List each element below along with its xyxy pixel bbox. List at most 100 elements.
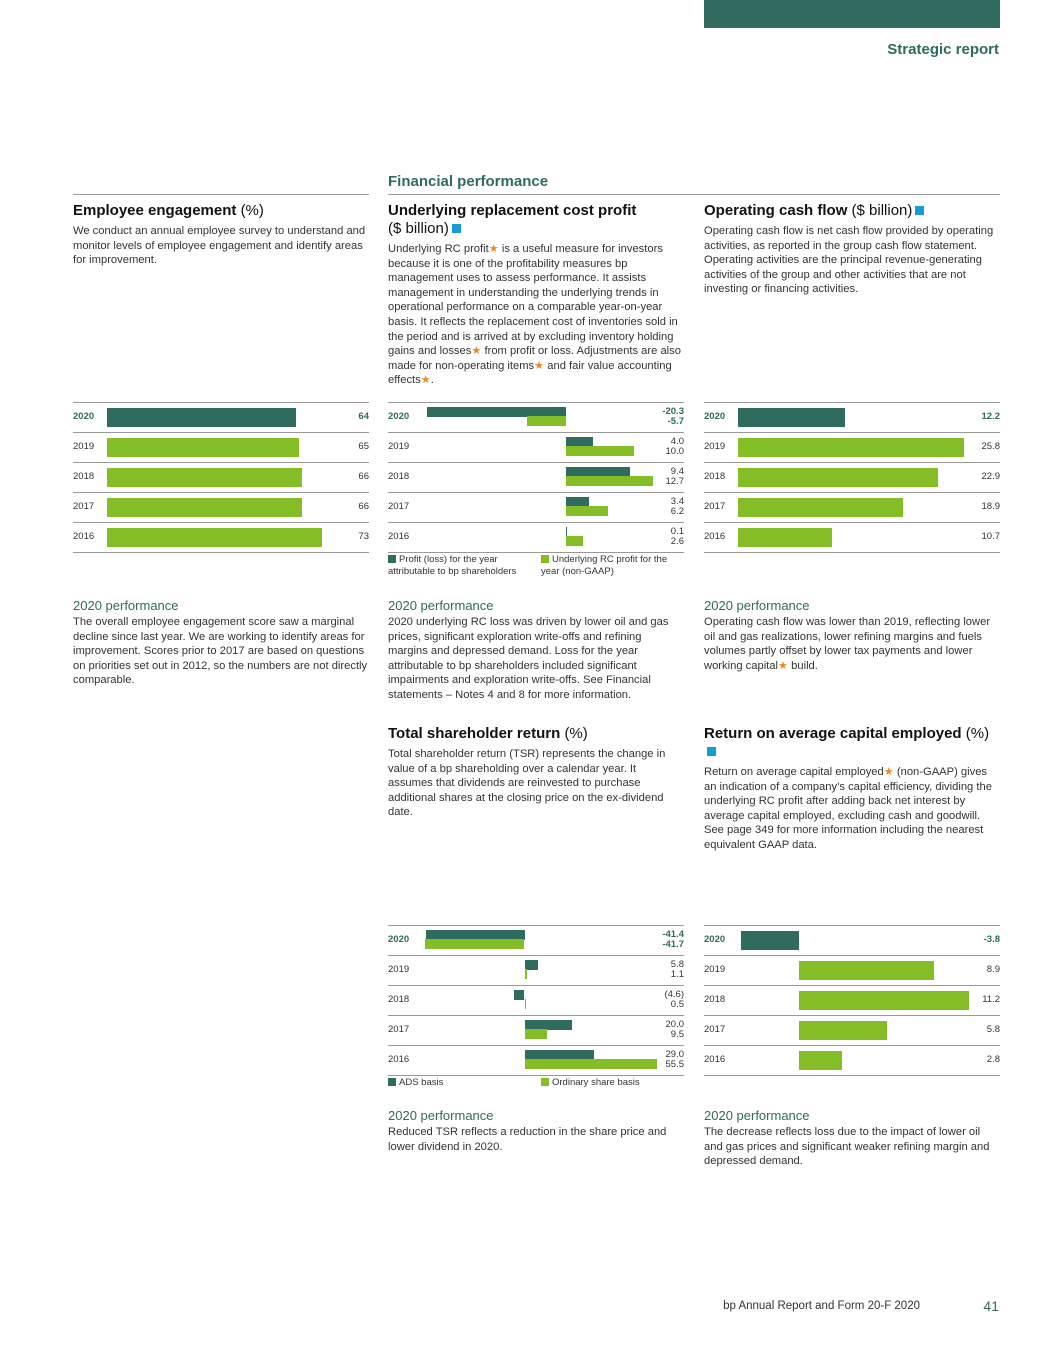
chart-bar bbox=[565, 476, 653, 486]
employee-performance: 2020 performance The overall employee en… bbox=[73, 598, 369, 688]
year-label: 2019 bbox=[73, 441, 95, 452]
value-label: 5.8 1.1 bbox=[670, 959, 684, 980]
chart-bar bbox=[513, 990, 525, 1000]
year-label: 2017 bbox=[73, 501, 95, 512]
year-label: 2020 bbox=[73, 411, 95, 422]
chart-bar bbox=[565, 437, 593, 447]
chart-row: 2016 10.7 bbox=[704, 523, 1000, 553]
year-label: 2019 bbox=[388, 964, 410, 975]
star-icon: ★ bbox=[778, 659, 789, 672]
kpi-unit: (%) bbox=[240, 202, 264, 219]
chart-bar bbox=[425, 939, 525, 949]
chart-bar bbox=[565, 497, 589, 507]
tsr-performance: 2020 performance Reduced TSR reflects a … bbox=[388, 1108, 684, 1154]
kpi-description: Operating cash flow is net cash flow pro… bbox=[704, 225, 994, 296]
value-label: 5.8 bbox=[986, 1024, 1000, 1035]
year-label: 2020 bbox=[704, 934, 726, 945]
legend-item: Ordinary share basis bbox=[541, 1077, 686, 1089]
perf-text: The overall employee engagement score sa… bbox=[73, 616, 368, 687]
year-label: 2016 bbox=[704, 531, 726, 542]
legend-item: ADS basis bbox=[388, 1077, 528, 1089]
chart-row: 2018 22.9 bbox=[704, 463, 1000, 493]
year-label: 2017 bbox=[388, 1024, 410, 1035]
roace-chart: 2020 -3.8 2019 8.9 2018 11.2 2017 5.8 2016 2.8 bbox=[704, 925, 1000, 1076]
chart-bar bbox=[738, 498, 904, 517]
kpi-title: Total shareholder return bbox=[388, 725, 561, 742]
chart-bar bbox=[741, 931, 799, 950]
star-icon: ★ bbox=[883, 766, 894, 778]
legend-swatch bbox=[388, 1078, 396, 1086]
chart-row: 2020 -3.8 bbox=[704, 925, 1000, 956]
year-label: 2018 bbox=[704, 471, 726, 482]
value-label: -41.4 -41.7 bbox=[662, 929, 684, 950]
kpi-title: Underlying replacement cost profit bbox=[388, 202, 637, 219]
chart-row: 2017 3.4 6.2 bbox=[388, 493, 684, 523]
chart-bar bbox=[524, 999, 526, 1009]
value-label: 25.8 bbox=[981, 441, 1001, 452]
value-label: -3.8 bbox=[983, 934, 1000, 945]
star-icon: ★ bbox=[534, 359, 545, 372]
square-marker-icon bbox=[451, 224, 461, 233]
chart-bar bbox=[524, 1029, 548, 1039]
chart-row: 2016 2.8 bbox=[704, 1046, 1000, 1076]
tsr-kpi: Total shareholder return (%) Total share… bbox=[388, 725, 684, 820]
chart-bar bbox=[107, 498, 302, 517]
page-number: 41 bbox=[983, 1298, 999, 1314]
chart-row: 2019 8.9 bbox=[704, 956, 1000, 986]
star-icon: ★ bbox=[488, 243, 499, 255]
chart-bar bbox=[524, 1050, 594, 1060]
chart-row: 2017 20.0 9.5 bbox=[388, 1016, 684, 1046]
kpi-title: Operating cash flow bbox=[704, 202, 848, 219]
chart-bar bbox=[107, 468, 302, 487]
chart-row: 2020 -41.4 -41.7 bbox=[388, 925, 684, 956]
perf-text: Operating cash flow was lower than 2019,… bbox=[704, 616, 991, 672]
value-label: 4.0 10.0 bbox=[665, 436, 685, 457]
chart-row: 2016 29.0 55.5 bbox=[388, 1046, 684, 1076]
year-label: 2019 bbox=[388, 441, 410, 452]
value-label: 12.2 bbox=[981, 411, 1001, 422]
value-label: 66 bbox=[358, 501, 369, 512]
chart-bar bbox=[425, 930, 525, 940]
chart-row: 2017 5.8 bbox=[704, 1016, 1000, 1046]
legend-item: Profit (loss) for the year attributable … bbox=[388, 554, 517, 577]
value-label: (4.6) 0.5 bbox=[664, 989, 684, 1010]
chart-bar bbox=[526, 416, 566, 426]
chart-row: 2019 4.0 10.0 bbox=[388, 433, 684, 463]
chart-row: 2019 65 bbox=[73, 433, 369, 463]
year-label: 2018 bbox=[388, 994, 410, 1005]
value-label: 11.2 bbox=[982, 994, 1000, 1005]
chart-row: 2017 18.9 bbox=[704, 493, 1000, 523]
star-icon: ★ bbox=[420, 374, 431, 387]
chart-row: 2019 5.8 1.1 bbox=[388, 956, 684, 986]
chart-bar bbox=[738, 528, 832, 547]
header-bar bbox=[704, 0, 1000, 28]
legend-swatch bbox=[541, 555, 549, 563]
rule bbox=[73, 194, 369, 195]
value-label: -20.3 -5.7 bbox=[662, 406, 684, 427]
perf-title: 2020 performance bbox=[73, 598, 179, 613]
ocf-performance: 2020 performance Operating cash flow was… bbox=[704, 598, 1000, 673]
perf-text: Reduced TSR reflects a reduction in the … bbox=[388, 1126, 667, 1153]
operating-cash-flow-chart: 2020 12.2 2019 25.8 2018 22.9 2017 18.9 2016 10.7 bbox=[704, 402, 1000, 553]
chart-bar bbox=[798, 991, 970, 1010]
year-label: 2017 bbox=[704, 501, 726, 512]
employee-engagement-kpi: Employee engagement (%) We conduct an an… bbox=[73, 202, 369, 268]
legend-swatch bbox=[541, 1078, 549, 1086]
value-label: 2.8 bbox=[986, 1054, 1000, 1065]
tsr-chart: 2020 -41.4 -41.7 2019 5.8 1.1 2018 (4.6) 0.5 2017… bbox=[388, 925, 684, 1076]
chart-row: 2018 66 bbox=[73, 463, 369, 493]
chart-row: 2016 0.1 2.6 bbox=[388, 523, 684, 553]
chart-row: 2018 9.4 12.7 bbox=[388, 463, 684, 493]
perf-text: The decrease reflects loss due to the im… bbox=[704, 1126, 990, 1168]
chart-bar bbox=[524, 1059, 657, 1069]
section-label: Strategic report bbox=[887, 41, 999, 58]
kpi-unit: ($ billion) bbox=[388, 220, 449, 237]
year-label: 2020 bbox=[388, 934, 410, 945]
kpi-title: Return on average capital employed bbox=[704, 725, 962, 742]
operating-cash-flow-kpi: Operating cash flow ($ billion) Operatin… bbox=[704, 202, 1000, 297]
employee-engagement-chart: 2020 64 2019 65 2018 66 2017 66 2016 73 bbox=[73, 402, 369, 553]
rule bbox=[388, 194, 1000, 195]
chart-bar bbox=[565, 467, 630, 477]
year-label: 2019 bbox=[704, 964, 726, 975]
year-label: 2018 bbox=[704, 994, 726, 1005]
